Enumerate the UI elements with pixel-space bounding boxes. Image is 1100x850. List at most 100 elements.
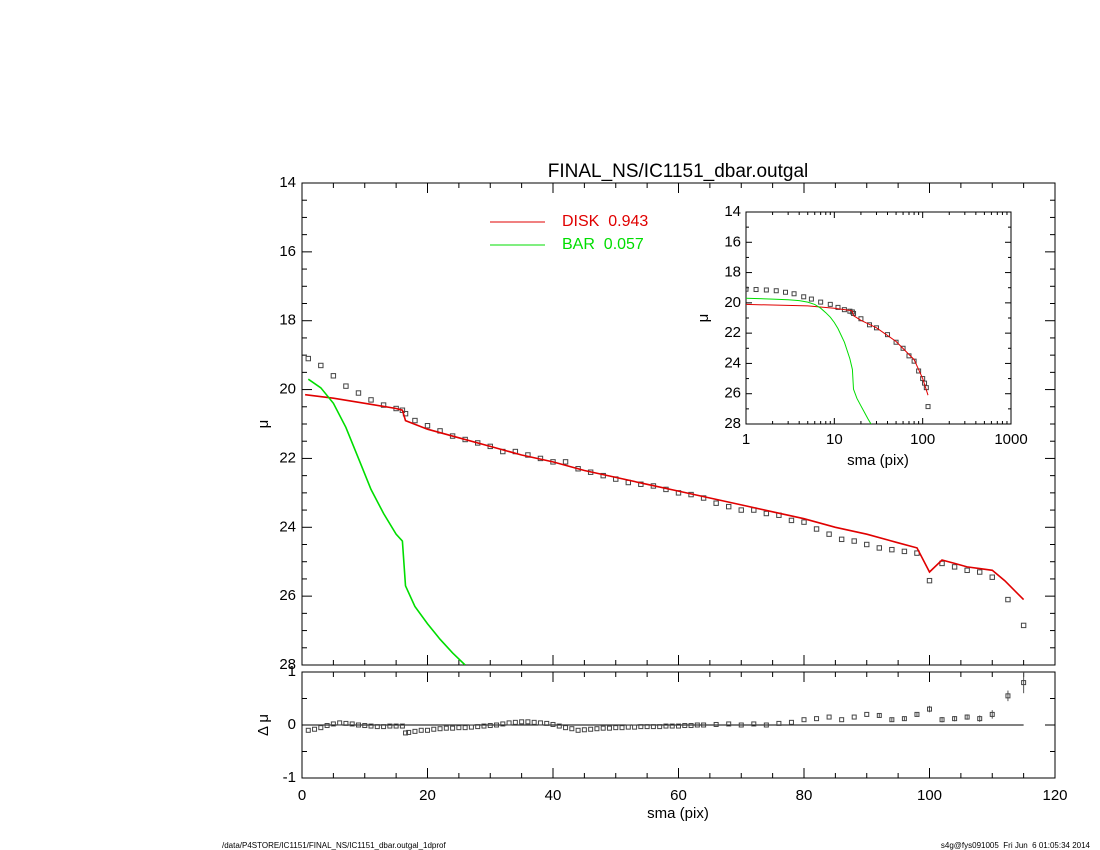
main-data-point	[726, 503, 732, 510]
residual-point	[638, 724, 644, 730]
residual-point	[468, 724, 474, 730]
residual-point	[443, 725, 449, 731]
legend-disk-label: DISK 0.943	[562, 213, 648, 230]
inset-data-point	[763, 287, 769, 293]
main-data-point	[368, 397, 374, 403]
residual-point	[914, 711, 920, 717]
residual-point	[425, 727, 430, 733]
residual-point	[927, 706, 932, 712]
residual-point	[889, 717, 895, 723]
inset-y-tick-label: 24	[724, 354, 741, 371]
residual-point	[462, 725, 468, 731]
residual-point	[569, 726, 575, 732]
residual-point	[625, 724, 631, 730]
residual-point	[713, 721, 719, 727]
inset-bar-line	[746, 297, 872, 424]
inset-data-point	[753, 287, 759, 293]
main-y-tick-label: 18	[279, 312, 296, 329]
main-data-point	[826, 531, 832, 537]
residual-x-tick-label: 120	[1042, 787, 1067, 804]
legend: DISK 0.943 BAR 0.057	[490, 213, 648, 253]
inset-y-tick-label: 20	[724, 294, 741, 311]
legend-bar-label: BAR 0.057	[562, 236, 644, 253]
residual-point	[412, 728, 418, 734]
main-ticks	[301, 182, 1056, 666]
residual-point	[613, 725, 619, 731]
inset-data-point	[818, 299, 824, 305]
main-y-tick-label: 28	[279, 656, 296, 673]
residual-point	[387, 723, 393, 729]
residual-point	[403, 730, 409, 736]
main-data-point	[355, 390, 362, 396]
residual-point	[550, 721, 556, 727]
residual-y-axis-label: Δ μ	[255, 714, 272, 736]
inset-x-tick-label: 1	[742, 431, 750, 448]
main-data-point	[763, 510, 770, 517]
main-data-point	[412, 417, 418, 424]
inset-y-tick-label: 22	[724, 324, 741, 341]
residual-point	[851, 714, 857, 720]
main-data-point	[977, 569, 983, 575]
main-data-point	[1020, 622, 1027, 629]
inset-x-tick-label: 1000	[994, 431, 1027, 448]
residual-point	[512, 719, 518, 725]
inset-ticks	[745, 211, 1012, 425]
inset-data-point	[925, 404, 931, 410]
inset-y-tick-label: 28	[724, 415, 741, 432]
main-y-tick-label: 20	[279, 381, 296, 398]
residual-point	[544, 720, 550, 726]
main-data-point	[305, 355, 311, 362]
main-data-point	[330, 373, 337, 379]
residual-point	[676, 723, 681, 729]
residual-point	[663, 723, 669, 729]
main-data-point	[380, 402, 387, 408]
main-tick-labels: 14 16 18 20 22 24 26 28	[279, 174, 296, 673]
inset-y-tick-label: 18	[724, 264, 741, 281]
residual-point	[318, 725, 324, 731]
residual-point	[1021, 680, 1027, 686]
residual-x-axis-label: sma (pix)	[647, 805, 709, 822]
main-data-point	[926, 577, 933, 584]
main-data-point	[901, 548, 908, 555]
main-data-point	[1005, 596, 1011, 603]
inset-data-point	[866, 322, 872, 328]
residual-point	[939, 717, 945, 723]
inset-x-axis-label: sma (pix)	[847, 452, 909, 469]
residual-x-tick-label: 0	[298, 787, 306, 804]
inset-data-point	[782, 289, 788, 295]
residual-point	[694, 722, 700, 728]
main-data-point	[713, 500, 719, 506]
residual-x-tick-label: 60	[670, 787, 687, 804]
main-y-tick-label: 16	[279, 243, 296, 260]
chart-title: FINAL_NS/IC1151_dbar.outgal	[548, 161, 809, 182]
residual-point	[506, 720, 512, 726]
residual-point	[531, 719, 537, 725]
inset-data-point	[827, 301, 833, 307]
main-data-point	[951, 564, 958, 570]
residual-y-tick-label: 0	[288, 716, 296, 733]
main-data-point	[939, 560, 945, 567]
residual-point	[450, 725, 456, 731]
inset-data-point	[773, 288, 779, 294]
inset-disk-line	[746, 303, 929, 396]
residual-point	[701, 722, 707, 728]
inset-data-point	[835, 304, 841, 310]
residual-point	[600, 725, 606, 731]
main-disk-line	[305, 393, 1025, 601]
main-y-tick-label: 22	[279, 449, 296, 466]
residual-x-tick-label: 80	[796, 787, 813, 804]
residual-point	[814, 716, 820, 722]
residual-y-tick-label: 1	[288, 663, 296, 680]
residual-point	[619, 725, 625, 731]
residual-point	[901, 716, 907, 722]
residual-point	[801, 717, 807, 723]
inset-data-point	[791, 291, 797, 297]
residual-point	[500, 721, 506, 727]
residual-point	[519, 719, 525, 725]
inset-y-tick-label: 26	[724, 385, 741, 402]
residual-point	[594, 726, 600, 732]
inset-plot-frame	[745, 211, 1012, 425]
residual-point	[1005, 693, 1011, 699]
residual-point	[738, 722, 744, 728]
